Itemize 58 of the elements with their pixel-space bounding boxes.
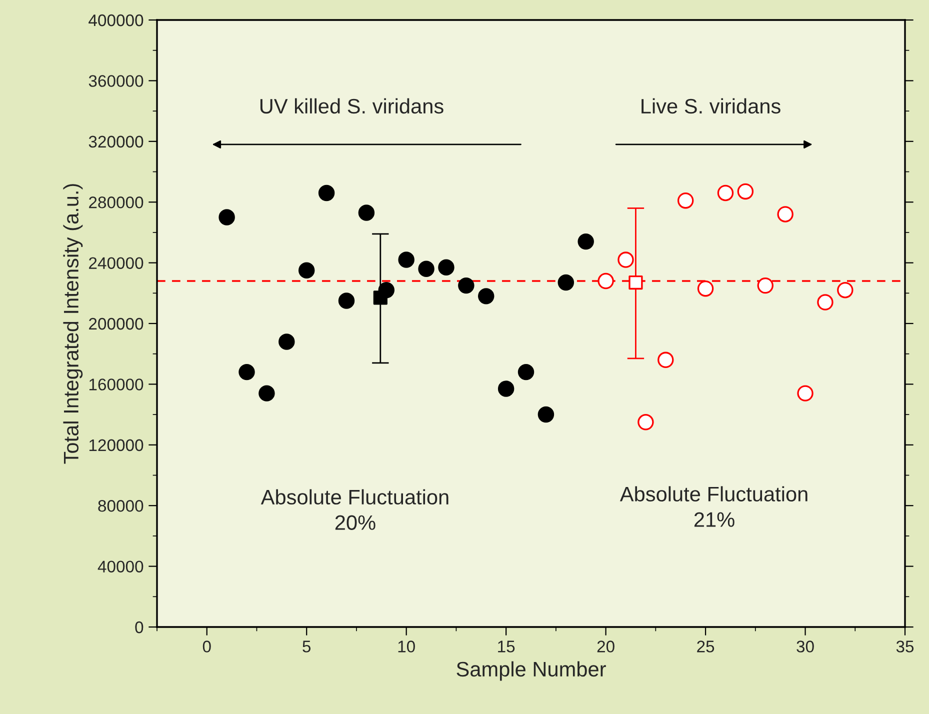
x-tick-label: 15 <box>498 640 515 652</box>
point <box>238 364 255 380</box>
y-tick-label: 0 <box>135 621 144 634</box>
point <box>518 364 534 380</box>
y-tick-label: 160000 <box>89 378 144 390</box>
point <box>837 282 854 298</box>
point <box>358 204 375 221</box>
point <box>628 275 643 290</box>
y-tick-label: 320000 <box>88 136 144 148</box>
annotation: UV killed S. viridans <box>260 98 444 114</box>
y-tick-label: 280000 <box>89 196 144 208</box>
x-tick-label: 0 <box>202 640 211 652</box>
point <box>398 252 414 268</box>
point <box>258 385 275 402</box>
x-tick-label: 10 <box>398 640 415 652</box>
point <box>538 406 554 423</box>
point <box>418 260 434 277</box>
y-tick-label: 120000 <box>89 439 144 452</box>
y-tick-label: 360000 <box>88 75 144 87</box>
point <box>338 292 355 309</box>
point <box>737 183 754 200</box>
point <box>438 259 454 276</box>
point <box>777 206 794 222</box>
x-tick-label: 30 <box>796 640 814 652</box>
point <box>218 209 235 226</box>
y-tick-label: 80000 <box>98 500 144 512</box>
point <box>498 380 514 397</box>
x-tick-label: 35 <box>896 640 914 652</box>
point <box>697 280 714 297</box>
point <box>677 192 694 209</box>
y-tick-label: 40000 <box>98 560 144 573</box>
x-axis-title: Sample Number <box>456 661 606 681</box>
point <box>558 274 574 291</box>
point <box>717 184 734 202</box>
y-tick-label: 200000 <box>89 318 144 330</box>
point <box>817 294 834 310</box>
point <box>658 352 674 368</box>
x-tick-label: 25 <box>697 640 714 652</box>
point <box>298 262 315 279</box>
point <box>638 414 654 430</box>
annotation: Absolute Fluctuation 20% <box>260 489 448 530</box>
y-tick-label: 240000 <box>89 257 144 270</box>
annotation: Live S. viridans <box>642 98 780 114</box>
point <box>797 385 814 402</box>
point <box>757 277 774 294</box>
y-tick-label: 400000 <box>88 14 144 26</box>
annotation: Absolute Fluctuation 21% <box>620 486 808 527</box>
x-tick-label: 5 <box>302 640 311 652</box>
y-axis-title: Total Integrated Intensity (a.u.) <box>63 184 83 464</box>
x-tick-label: 20 <box>597 640 614 652</box>
point <box>618 252 634 268</box>
point <box>278 334 295 350</box>
point <box>598 272 614 290</box>
point <box>318 184 335 202</box>
point <box>458 277 474 294</box>
point <box>578 233 594 250</box>
point <box>373 290 388 305</box>
point <box>478 288 494 304</box>
